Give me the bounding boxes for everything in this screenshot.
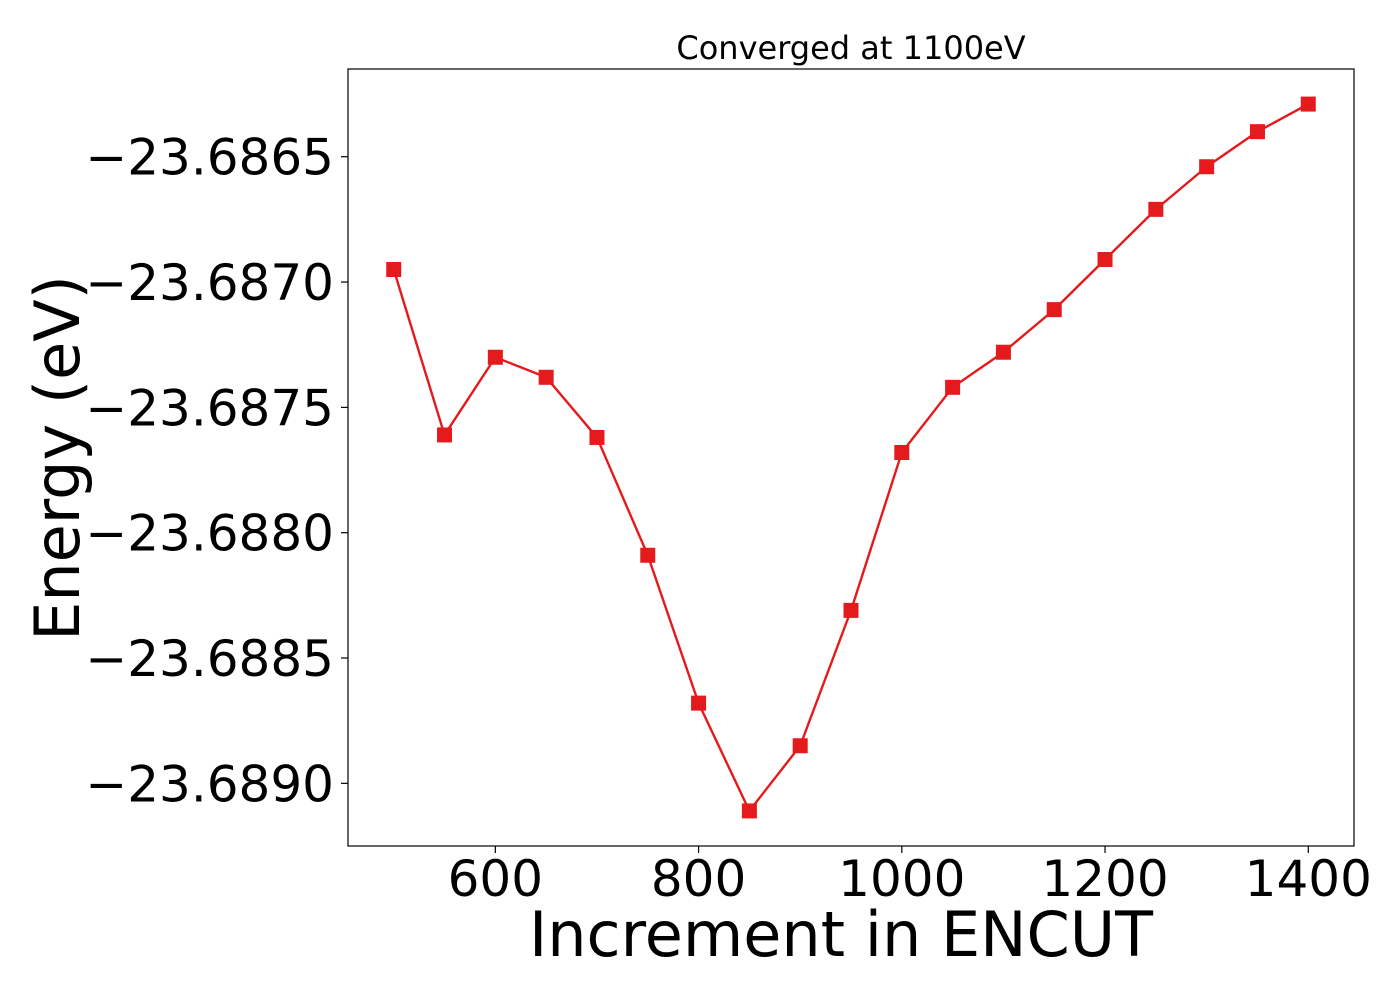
data-point-600 bbox=[487, 349, 503, 365]
y-ticks: −23.6865 −23.6870 −23.6875 −23.6880 −23.6885… bbox=[85, 129, 348, 813]
data-point-700 bbox=[589, 429, 605, 445]
data-point-950 bbox=[843, 602, 859, 618]
series-layer bbox=[386, 96, 1316, 819]
data-point-1350 bbox=[1249, 124, 1265, 140]
x-axis-title: Increment in ENCUT bbox=[529, 898, 1154, 971]
data-point-1000 bbox=[894, 444, 910, 460]
x-tick-label-1400: 1400 bbox=[1245, 850, 1372, 908]
data-point-1200 bbox=[1097, 251, 1113, 267]
data-point-900 bbox=[792, 738, 808, 754]
y-tick-label-3: −23.6880 bbox=[85, 505, 334, 563]
data-point-800 bbox=[691, 695, 707, 711]
data-point-750 bbox=[640, 547, 656, 563]
plot-frame bbox=[347, 68, 1355, 847]
data-point-1250 bbox=[1148, 201, 1164, 217]
x-tick-label-600: 600 bbox=[448, 850, 543, 908]
y-tick-label-4: −23.6885 bbox=[85, 630, 334, 688]
y-axis-title: Energy (eV) bbox=[21, 275, 94, 641]
x-tick-label-1000: 1000 bbox=[838, 850, 965, 908]
data-point-1300 bbox=[1199, 159, 1215, 175]
chart-title: Converged at 1100eV bbox=[676, 29, 1025, 67]
x-tick-label-800: 800 bbox=[651, 850, 746, 908]
plot-area bbox=[348, 69, 1354, 846]
y-tick-label-1: −23.6870 bbox=[85, 254, 334, 312]
data-point-650 bbox=[538, 369, 554, 385]
data-point-1150 bbox=[1046, 302, 1062, 318]
x-tick-label-1200: 1200 bbox=[1041, 850, 1168, 908]
y-tick-label-2: −23.6875 bbox=[85, 379, 334, 437]
data-point-1100 bbox=[995, 344, 1011, 360]
y-tick-label-0: −23.6865 bbox=[85, 129, 334, 187]
x-ticks: 600 800 1000 1200 1400 bbox=[448, 846, 1372, 908]
data-point-550 bbox=[437, 427, 453, 443]
data-point-500 bbox=[386, 262, 402, 278]
y-tick-label-5: −23.6890 bbox=[85, 755, 334, 813]
data-point-1400 bbox=[1300, 96, 1316, 112]
data-point-850 bbox=[741, 803, 757, 819]
data-point-1050 bbox=[945, 379, 961, 395]
